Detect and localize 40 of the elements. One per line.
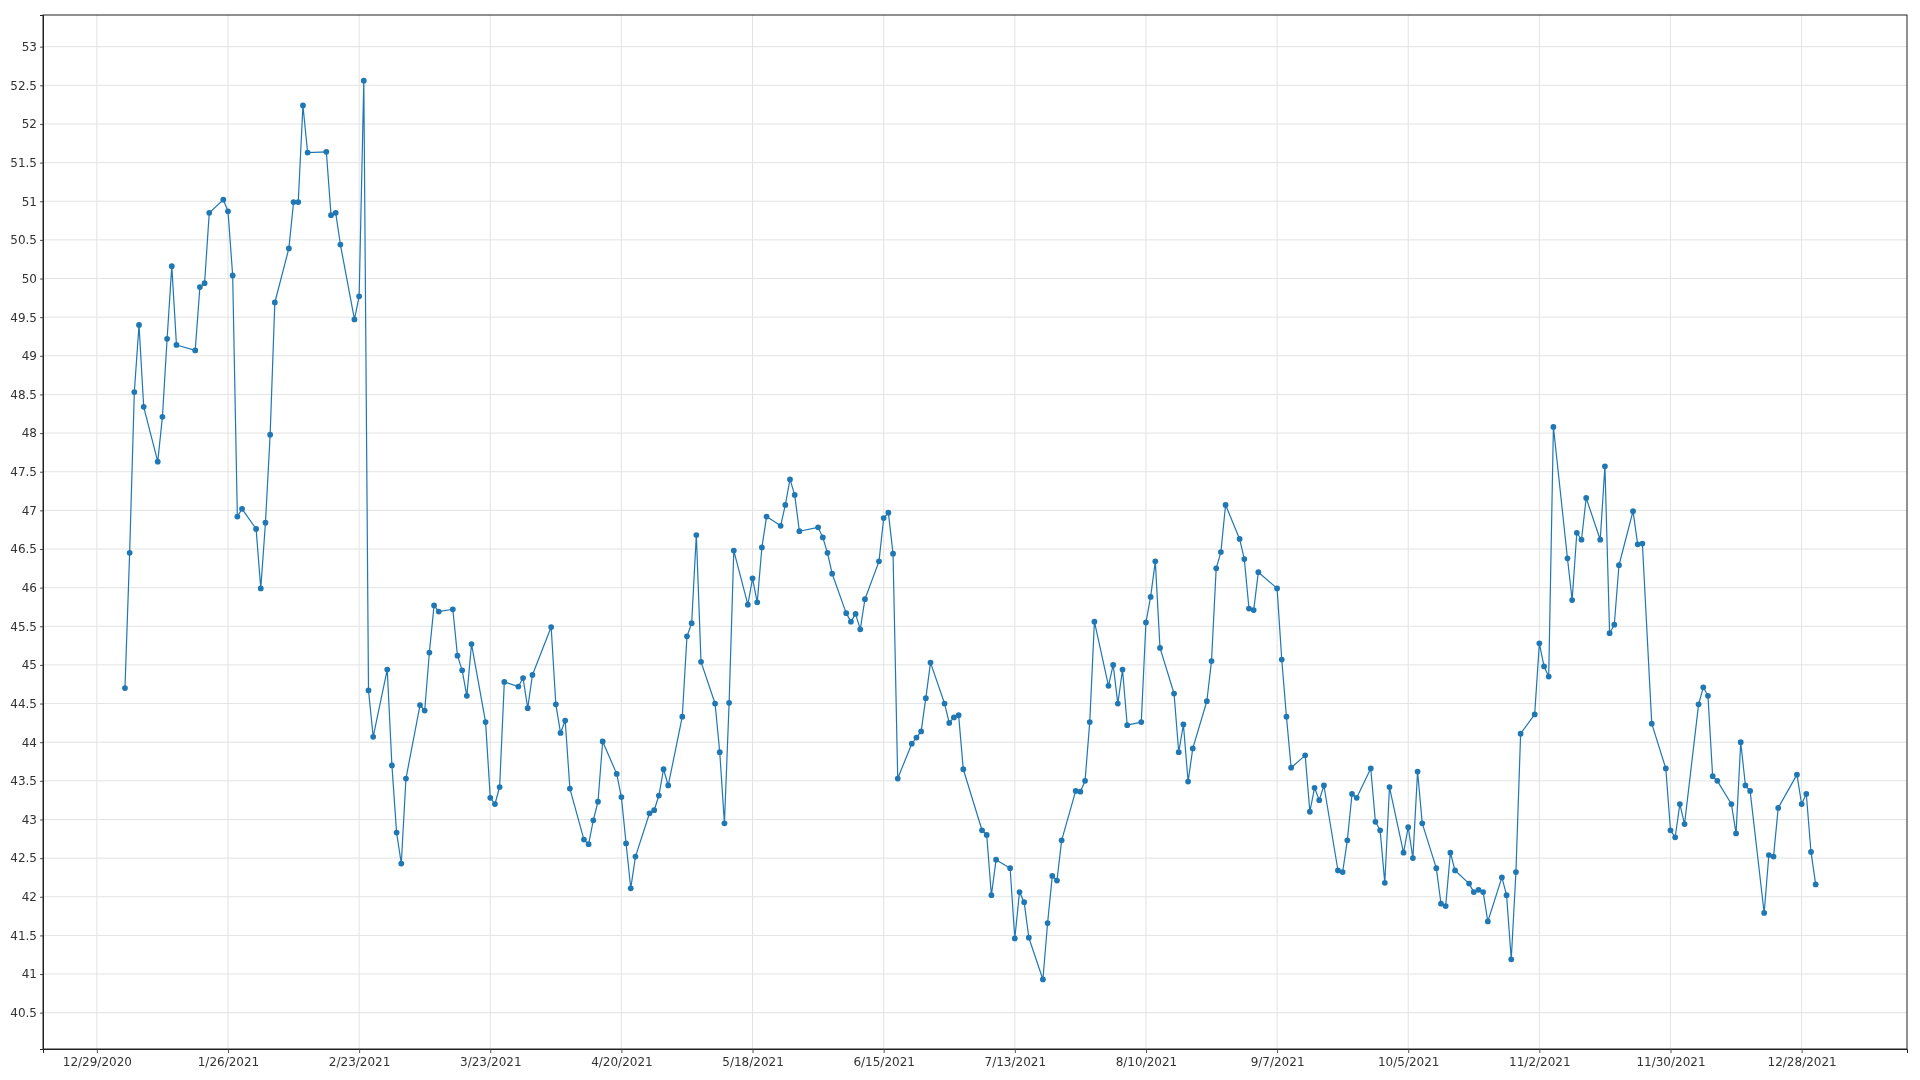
x-tick-label: 8/10/2021 — [1115, 1054, 1178, 1069]
y-tick-label: 45.5 — [10, 619, 37, 634]
y-tick-label: 41 — [21, 967, 37, 982]
y-tick-label: 46 — [21, 580, 37, 595]
x-tick-label: 1/26/2021 — [197, 1054, 260, 1069]
x-tick-label: 10/5/2021 — [1377, 1054, 1440, 1069]
y-tick-label: 46.5 — [10, 542, 37, 557]
x-tick-label: 12/28/2021 — [1767, 1054, 1837, 1069]
x-tick-label: 9/7/2021 — [1250, 1054, 1305, 1069]
y-tick-label: 41.5 — [10, 928, 37, 943]
y-tick-label: 48.5 — [10, 387, 37, 402]
y-tick-label: 42 — [21, 890, 37, 905]
y-tick-label: 52 — [21, 117, 37, 132]
y-tick-label: 40.5 — [10, 1006, 37, 1021]
y-tick-label: 52.5 — [10, 78, 37, 93]
x-tick-label: 5/18/2021 — [722, 1054, 784, 1069]
y-tick-label: 49.5 — [10, 310, 37, 325]
x-tick-label: 7/13/2021 — [984, 1054, 1047, 1069]
x-tick-label: 3/23/2021 — [460, 1054, 522, 1069]
y-tick-label: 50.5 — [10, 233, 37, 248]
y-tick-label: 47 — [21, 503, 37, 518]
y-tick-label: 43.5 — [10, 774, 37, 789]
y-tick-label: 44 — [21, 735, 37, 750]
y-tick-label: 50 — [21, 271, 37, 286]
x-tick-label: 11/2/2021 — [1509, 1054, 1571, 1069]
y-tick-label: 45 — [21, 658, 37, 673]
x-tick-label: 11/30/2021 — [1636, 1054, 1706, 1069]
y-tick-label: 43 — [21, 812, 37, 827]
y-tick-label: 44.5 — [10, 696, 37, 711]
x-tick-label: 12/29/2020 — [62, 1054, 132, 1069]
y-tick-label: 51.5 — [10, 155, 37, 170]
y-tick-label: 47.5 — [10, 465, 37, 480]
y-tick-label: 42.5 — [10, 851, 37, 866]
y-tick-label: 48 — [21, 426, 37, 441]
y-tick-label: 53 — [21, 40, 37, 55]
x-tick-label: 6/15/2021 — [853, 1054, 915, 1069]
x-tick-label: 2/23/2021 — [328, 1054, 391, 1069]
x-tick-label: 4/20/2021 — [591, 1054, 653, 1069]
y-tick-label: 49 — [21, 349, 37, 364]
y-tick-label: 51 — [21, 194, 37, 209]
